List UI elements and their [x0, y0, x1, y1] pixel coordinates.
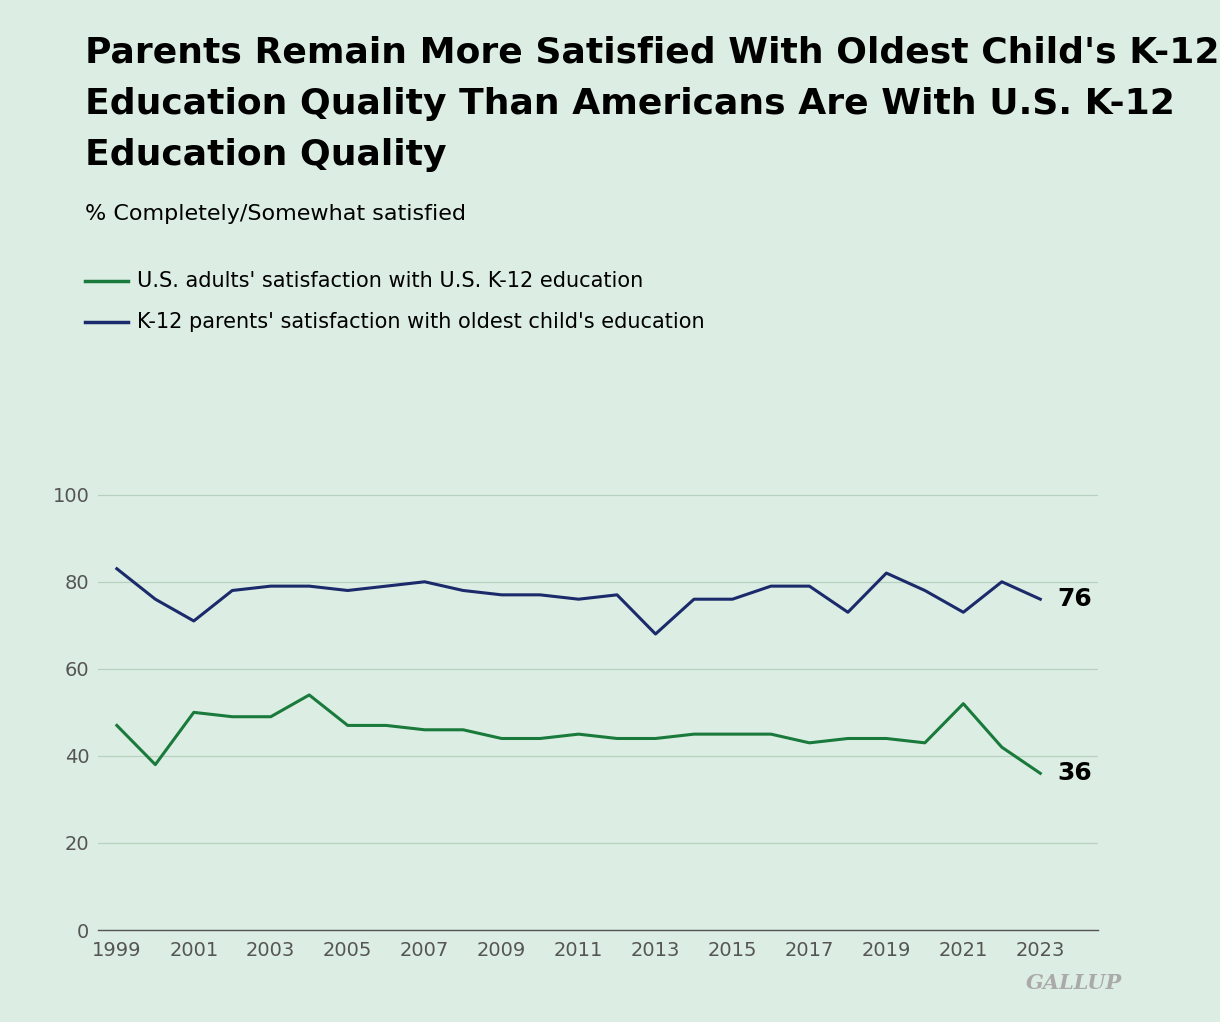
Text: 76: 76: [1058, 588, 1092, 611]
Text: K-12 parents' satisfaction with oldest child's education: K-12 parents' satisfaction with oldest c…: [137, 312, 704, 332]
Text: U.S. adults' satisfaction with U.S. K-12 education: U.S. adults' satisfaction with U.S. K-12…: [137, 271, 643, 291]
Text: Education Quality Than Americans Are With U.S. K-12: Education Quality Than Americans Are Wit…: [85, 87, 1175, 121]
Text: GALLUP: GALLUP: [1026, 973, 1122, 993]
Text: % Completely/Somewhat satisfied: % Completely/Somewhat satisfied: [85, 204, 466, 225]
Text: Parents Remain More Satisfied With Oldest Child's K-12: Parents Remain More Satisfied With Oldes…: [85, 36, 1220, 69]
Text: Education Quality: Education Quality: [85, 138, 447, 172]
Text: 36: 36: [1058, 761, 1092, 785]
